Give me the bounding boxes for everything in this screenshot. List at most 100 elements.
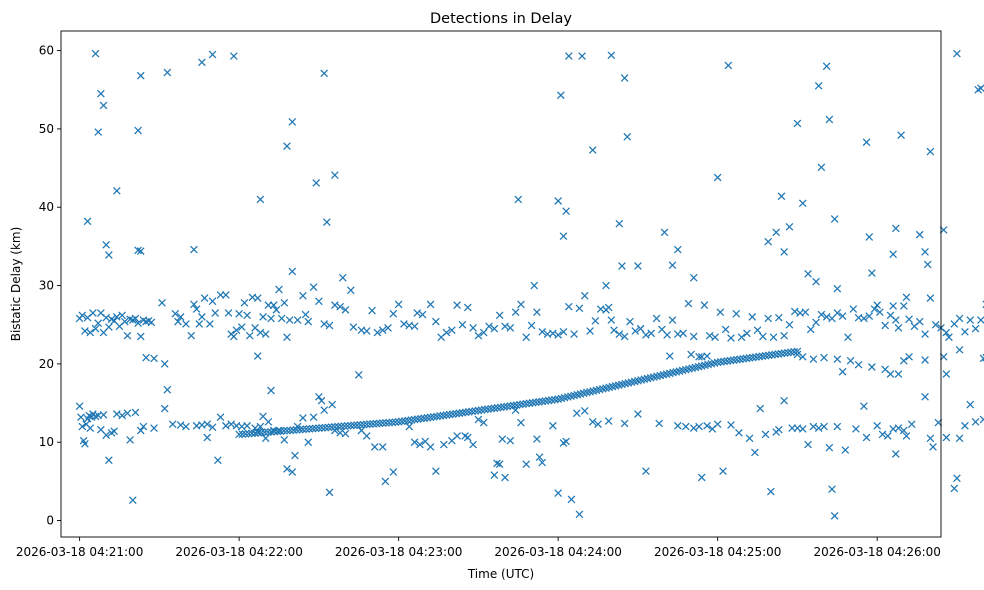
detection-marker bbox=[203, 433, 212, 442]
detection-marker bbox=[533, 435, 541, 443]
detection-marker bbox=[493, 403, 502, 412]
detection-marker bbox=[493, 459, 501, 468]
detection-marker bbox=[833, 422, 842, 431]
detection-marker bbox=[120, 317, 129, 326]
detection-marker bbox=[660, 228, 669, 237]
x-tick-label: 2026-03-18 04:26:00 bbox=[813, 545, 940, 559]
detection-marker bbox=[426, 300, 435, 309]
x-tick-label: 2026-03-18 04:24:00 bbox=[494, 545, 621, 559]
detection-marker bbox=[713, 173, 722, 182]
detection-marker bbox=[134, 319, 142, 328]
detection-marker bbox=[739, 354, 748, 363]
detection-marker bbox=[921, 356, 929, 364]
detection-marker bbox=[89, 309, 97, 317]
detection-marker bbox=[860, 314, 868, 323]
detection-marker bbox=[320, 69, 329, 78]
detection-marker bbox=[407, 416, 416, 424]
detection-marker bbox=[410, 415, 419, 424]
detection-marker bbox=[541, 397, 550, 405]
x-axis-label: Time (UTC) bbox=[467, 567, 534, 581]
detection-marker bbox=[77, 413, 85, 421]
detection-marker bbox=[320, 320, 329, 328]
detection-marker bbox=[208, 297, 217, 306]
detection-marker bbox=[251, 429, 259, 437]
detection-marker bbox=[876, 308, 884, 317]
detection-marker bbox=[703, 352, 711, 360]
detection-marker bbox=[78, 422, 87, 431]
detection-marker bbox=[926, 434, 935, 443]
detection-marker bbox=[735, 428, 743, 437]
detection-marker bbox=[886, 370, 895, 378]
detection-marker bbox=[503, 402, 511, 411]
detection-marker bbox=[753, 326, 762, 335]
detection-marker bbox=[833, 284, 842, 293]
detection-marker bbox=[727, 421, 735, 429]
detection-marker bbox=[211, 309, 220, 317]
detection-marker bbox=[341, 429, 350, 438]
detection-marker bbox=[961, 327, 969, 336]
detection-marker bbox=[458, 320, 467, 329]
detection-marker bbox=[490, 404, 499, 413]
detection-marker bbox=[413, 309, 422, 317]
detection-marker bbox=[283, 465, 291, 473]
detection-marker bbox=[417, 414, 425, 423]
detection-marker bbox=[136, 71, 145, 80]
detection-marker bbox=[642, 467, 650, 476]
detection-marker bbox=[607, 316, 616, 324]
detection-marker bbox=[309, 283, 318, 291]
detection-marker bbox=[809, 355, 818, 364]
detection-marker bbox=[288, 118, 297, 126]
x-tick-label: 2026-03-18 04:25:00 bbox=[654, 545, 781, 559]
detection-marker bbox=[370, 443, 379, 451]
detection-marker bbox=[261, 330, 270, 338]
detection-marker bbox=[971, 418, 980, 426]
detection-marker bbox=[841, 446, 850, 454]
detection-marker bbox=[838, 312, 847, 320]
detection-marker bbox=[814, 81, 823, 90]
detection-marker bbox=[94, 319, 103, 328]
detection-marker bbox=[668, 316, 677, 324]
detection-marker bbox=[158, 298, 166, 307]
detection-marker bbox=[665, 352, 674, 360]
detection-marker bbox=[256, 422, 265, 431]
detection-marker bbox=[726, 356, 735, 365]
detection-marker bbox=[368, 306, 376, 315]
detection-marker bbox=[94, 128, 103, 136]
detection-marker bbox=[774, 313, 783, 322]
detection-marker bbox=[187, 331, 196, 340]
detection-marker bbox=[229, 332, 238, 341]
detection-marker bbox=[626, 317, 634, 326]
detection-marker bbox=[243, 311, 251, 320]
detection-marker bbox=[336, 302, 344, 311]
detection-marker bbox=[224, 309, 233, 317]
detection-marker bbox=[684, 299, 693, 308]
detection-marker bbox=[564, 302, 573, 311]
detection-marker bbox=[381, 477, 390, 486]
detection-marker bbox=[849, 305, 858, 313]
detection-marker bbox=[713, 358, 722, 367]
detection-marker bbox=[245, 331, 254, 340]
detection-marker bbox=[591, 316, 600, 325]
y-tick-label: 40 bbox=[39, 200, 54, 214]
detection-marker bbox=[102, 313, 111, 322]
detection-marker bbox=[732, 355, 741, 364]
detection-marker bbox=[384, 324, 392, 332]
detection-marker bbox=[118, 411, 126, 420]
detection-marker bbox=[75, 402, 84, 411]
detection-marker bbox=[517, 418, 525, 427]
detection-marker bbox=[112, 410, 121, 418]
detection-marker bbox=[623, 132, 632, 141]
detection-marker bbox=[894, 424, 903, 432]
detection-marker bbox=[575, 510, 584, 519]
y-axis-label: Bistatic Delay (km) bbox=[9, 227, 23, 342]
detection-marker bbox=[798, 425, 807, 433]
axes-frame bbox=[60, 30, 942, 538]
detection-marker bbox=[742, 354, 751, 363]
detection-marker bbox=[793, 347, 802, 356]
detection-marker bbox=[652, 314, 661, 323]
detection-marker bbox=[309, 413, 318, 421]
detection-marker bbox=[267, 386, 275, 395]
detection-marker bbox=[208, 50, 217, 59]
detection-marker bbox=[330, 301, 339, 309]
detection-marker bbox=[528, 398, 537, 407]
